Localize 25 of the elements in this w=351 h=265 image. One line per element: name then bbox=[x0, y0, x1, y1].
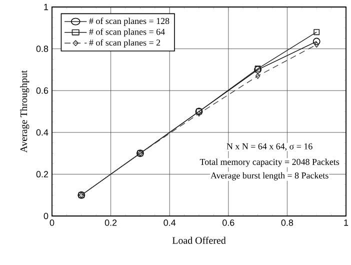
y-tick-label: 0.6 bbox=[36, 87, 48, 94]
y-tick-label: 1 bbox=[44, 4, 48, 10]
legend-label: # of scan planes = 2 bbox=[89, 39, 160, 48]
legend-label: # of scan planes = 64 bbox=[89, 28, 165, 37]
y-tick-label: 0.8 bbox=[36, 46, 48, 52]
x-tick-label: 0.8 bbox=[281, 220, 294, 226]
point bbox=[314, 42, 319, 48]
point bbox=[312, 38, 320, 46]
x-tick-label: 0 bbox=[50, 220, 54, 226]
legend-label: # of scan planes = 128 bbox=[89, 18, 170, 26]
annotation: Average burst length = 8 Packets bbox=[210, 172, 328, 180]
y-axis-title: Average Throughput bbox=[20, 70, 30, 153]
annotation: N x N = 64 x 64, σ = 16 bbox=[226, 143, 312, 151]
point bbox=[314, 29, 320, 36]
y-tick-label: 0 bbox=[44, 212, 48, 220]
y-tick-label: 0.2 bbox=[36, 171, 48, 178]
point bbox=[196, 110, 202, 117]
x-axis-title: Load Offered bbox=[172, 236, 226, 244]
x-tick-label: 0.6 bbox=[222, 220, 234, 226]
annotation: Total memory capacity = 2048 Packets bbox=[200, 158, 340, 167]
point bbox=[255, 72, 260, 79]
y-tick-label: 0.4 bbox=[36, 129, 48, 136]
x-tick-label: 0.4 bbox=[164, 220, 176, 226]
x-tick-label: 0.2 bbox=[104, 220, 117, 226]
x-tick-label: 1 bbox=[344, 220, 348, 226]
